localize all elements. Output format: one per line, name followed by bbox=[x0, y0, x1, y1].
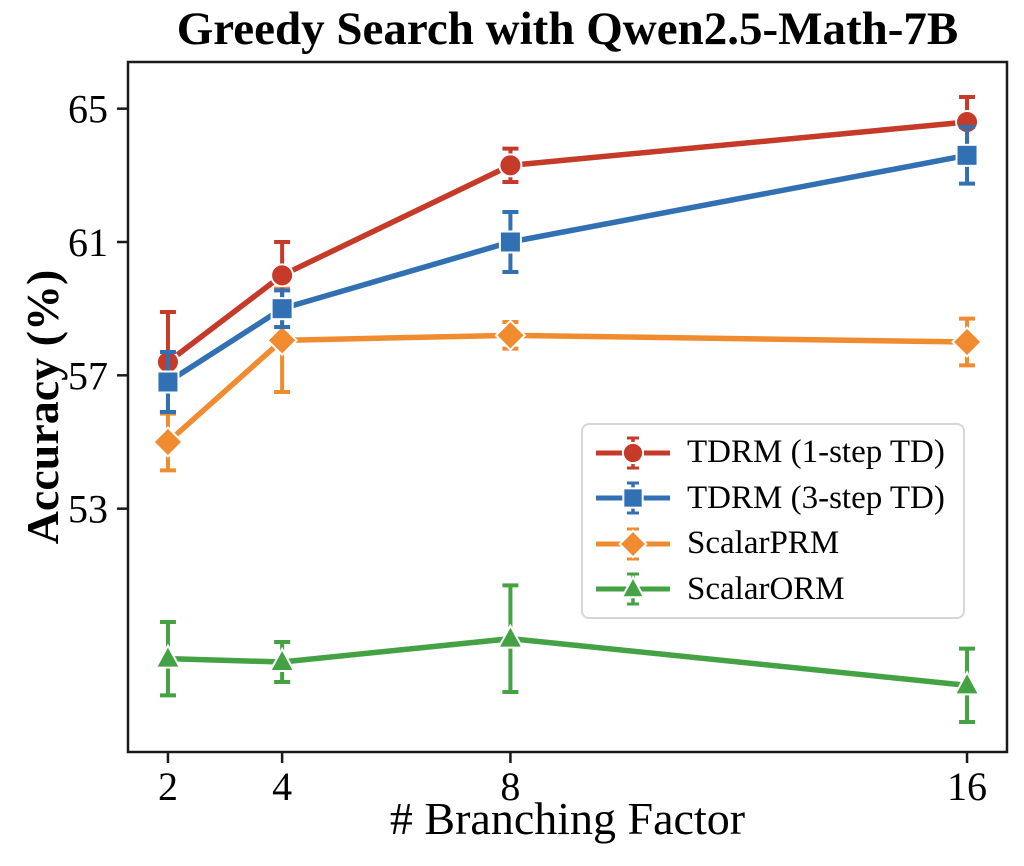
triangle-marker bbox=[268, 646, 296, 672]
x-tick-label: 8 bbox=[500, 764, 520, 809]
triangle-marker bbox=[154, 643, 182, 669]
diamond-marker bbox=[618, 528, 648, 559]
triangle-marker bbox=[620, 575, 646, 599]
scalarprm-line bbox=[166, 332, 968, 445]
axes-frame bbox=[126, 60, 1009, 754]
x-tick-label: 16 bbox=[947, 764, 987, 809]
legend-label: ScalarORM bbox=[687, 570, 845, 607]
diamond-marker bbox=[266, 324, 299, 357]
tdrm-3-step-td-series bbox=[156, 125, 979, 414]
scalarorm-series bbox=[154, 583, 981, 724]
x-tick-label: 4 bbox=[272, 764, 292, 809]
circle-marker bbox=[498, 153, 523, 178]
legend-item-tdrm-3-step-td: TDRM (3-step TD) bbox=[593, 476, 957, 520]
legend-label: TDRM (1-step TD) bbox=[687, 434, 945, 471]
scalarprm-marker-icon bbox=[596, 527, 670, 561]
tdrm-3-step-td-marker-icon bbox=[596, 481, 670, 515]
x-axis-label: # Branching Factor bbox=[389, 793, 746, 844]
diamond-marker bbox=[152, 426, 184, 458]
diamond-marker bbox=[494, 319, 527, 352]
diamond-marker bbox=[951, 326, 983, 358]
tdrm-1-step-td-marker-icon bbox=[596, 436, 670, 470]
circle-marker bbox=[270, 263, 295, 288]
triangle-marker bbox=[953, 670, 981, 696]
scalarorm-marker-icon bbox=[596, 572, 670, 606]
triangle-marker bbox=[496, 623, 525, 649]
legend: TDRM (1-step TD) TDRM (3-step TD) Scalar… bbox=[581, 423, 965, 619]
y-tick-label: 65 bbox=[68, 87, 108, 132]
square-marker bbox=[156, 370, 180, 394]
y-tick-label: 53 bbox=[68, 487, 108, 532]
square-marker bbox=[498, 230, 522, 254]
x-tick-label: 2 bbox=[158, 764, 178, 809]
tdrm-1-step-td-line bbox=[166, 119, 968, 365]
y-tick-label: 61 bbox=[68, 220, 108, 265]
square-marker bbox=[622, 487, 644, 509]
chart-title: Greedy Search with Qwen2.5-Math-7B bbox=[176, 3, 959, 55]
legend-item-tdrm-1-step-td: TDRM (1-step TD) bbox=[593, 431, 957, 475]
legend-item-scalarorm: ScalarORM bbox=[593, 567, 957, 611]
legend-label: TDRM (3-step TD) bbox=[687, 479, 945, 516]
square-marker bbox=[270, 297, 294, 321]
scalarprm-series bbox=[152, 286, 983, 473]
circle-marker bbox=[621, 441, 645, 464]
y-tick-label: 57 bbox=[68, 353, 108, 398]
scalarorm-line bbox=[167, 635, 968, 689]
legend-item-scalarprm: ScalarPRM bbox=[593, 522, 957, 566]
tdrm-3-step-td-line bbox=[166, 152, 968, 385]
legend-label: ScalarPRM bbox=[687, 525, 840, 562]
square-marker bbox=[955, 143, 979, 167]
